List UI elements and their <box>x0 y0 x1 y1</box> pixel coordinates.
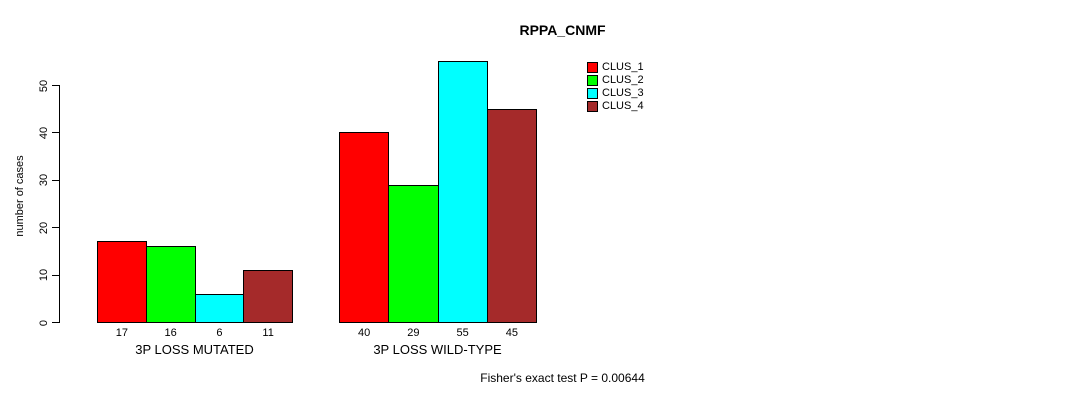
y-axis-line <box>59 85 60 323</box>
bar-value-label: 29 <box>407 327 420 339</box>
bar-value-label: 6 <box>216 327 223 339</box>
y-axis-tick-label: 10 <box>38 268 50 282</box>
bar-clus-3-3p-loss-wild-type <box>437 61 488 323</box>
legend-swatch-clus-1 <box>587 62 598 73</box>
bar-clus-4-3p-loss-wild-type <box>486 108 537 323</box>
bar-clus-3-3p-loss-mutated <box>194 293 245 323</box>
x-category-label-3p-loss-wild-type: 3P LOSS WILD-TYPE <box>373 342 502 357</box>
bar-value-label: 40 <box>358 327 371 339</box>
y-axis-tick <box>52 227 60 229</box>
bar-clus-1-3p-loss-mutated <box>97 241 147 323</box>
legend-swatch-clus-4 <box>587 101 598 112</box>
legend-label: CLUS_2 <box>602 74 644 86</box>
y-axis-tick-label: 20 <box>38 221 50 234</box>
y-axis-tick <box>52 179 60 181</box>
legend-swatch-clus-3 <box>587 88 598 99</box>
bar-value-label: 45 <box>505 327 518 339</box>
legend-label: CLUS_3 <box>602 87 644 99</box>
legend-item-clus-2: CLUS_2 <box>587 74 644 87</box>
y-axis-tick <box>52 132 60 134</box>
chart-title: RPPA_CNMF <box>519 22 606 38</box>
legend-label: CLUS_4 <box>602 100 644 112</box>
y-axis-tick <box>52 85 60 86</box>
bar-value-label: 55 <box>456 327 469 339</box>
x-category-label-3p-loss-mutated: 3P LOSS MUTATED <box>135 342 254 357</box>
legend-item-clus-4: CLUS_4 <box>587 100 644 113</box>
y-axis-tick <box>52 322 60 323</box>
bar-value-label: 11 <box>262 327 274 339</box>
bar-value-label: 17 <box>115 327 128 339</box>
y-axis-tick-label: 40 <box>38 126 50 140</box>
bar-clus-4-3p-loss-mutated <box>243 269 293 323</box>
legend-label: CLUS_1 <box>602 61 644 73</box>
legend-item-clus-1: CLUS_1 <box>587 61 644 74</box>
bar-value-label: 16 <box>164 327 177 339</box>
legend-item-clus-3: CLUS_3 <box>587 87 644 100</box>
bar-clus-2-3p-loss-mutated <box>145 246 196 323</box>
y-axis-tick-label: 30 <box>38 174 50 187</box>
fisher-test-annotation: Fisher's exact test P = 0.00644 <box>480 371 645 385</box>
y-axis-tick-label: 0 <box>38 319 50 326</box>
y-axis-tick <box>52 274 60 276</box>
y-axis-tick-label: 50 <box>38 79 50 92</box>
bar-clus-1-3p-loss-wild-type <box>339 132 390 323</box>
legend: CLUS_1 CLUS_2 CLUS_3 CLUS_4 <box>587 61 644 113</box>
legend-swatch-clus-2 <box>587 75 598 86</box>
bar-clus-2-3p-loss-wild-type <box>388 184 439 323</box>
